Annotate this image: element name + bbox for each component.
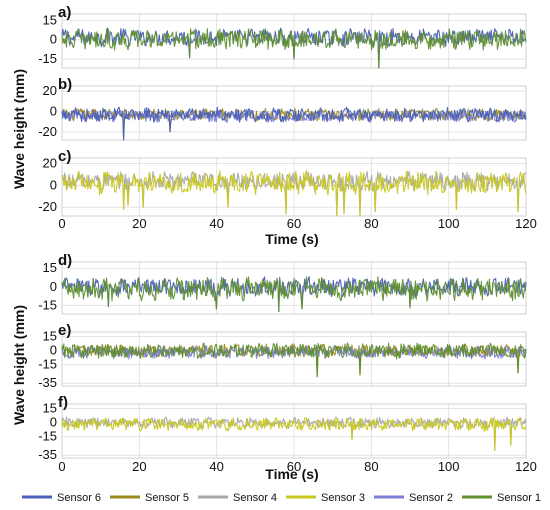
panel-letter: d) — [58, 252, 72, 269]
legend-item-sensor-2: Sensor 2 — [374, 492, 453, 504]
x-tick-label: 20 — [132, 216, 146, 231]
y-tick-label: 20 — [43, 155, 57, 170]
legend-label: Sensor 1 — [497, 492, 541, 504]
legend-label: Sensor 2 — [409, 492, 453, 504]
y-tick-label: -15 — [38, 51, 57, 66]
y-tick-label: -15 — [38, 357, 57, 372]
x-tick-label: 20 — [132, 459, 146, 474]
y-tick-label: 15 — [43, 260, 57, 275]
y-tick-label: -15 — [38, 429, 57, 444]
x-tick-label: 120 — [515, 216, 537, 231]
panels: 150-15a)200-20b)200-20c)0 20 40 60 80 100 1201… — [38, 4, 537, 474]
x-axis-label-top: Time (s) — [265, 231, 318, 247]
legend-label: Sensor 6 — [57, 492, 101, 504]
y-tick-label: -35 — [38, 375, 57, 390]
y-tick-label: 0 — [50, 415, 57, 430]
y-tick-label: 15 — [43, 12, 57, 27]
legend-item-sensor-1: Sensor 1 — [462, 492, 541, 504]
panel-letter: b) — [58, 76, 72, 93]
y-tick-label: -15 — [38, 297, 57, 312]
x-tick-label: 100 — [438, 216, 460, 231]
y-tick-label: 0 — [50, 177, 57, 192]
plot-frame — [61, 157, 527, 217]
y-tick-label: 0 — [50, 32, 57, 47]
series-sensor-1 — [61, 342, 527, 378]
series-sensor-6 — [61, 106, 527, 141]
x-tick-label: 80 — [364, 459, 378, 474]
y-tick-label: 20 — [43, 83, 57, 98]
panel-a: 15 0 -15 a) — [38, 4, 527, 69]
series-sensor-1 — [61, 28, 527, 69]
legend-item-sensor-5: Sensor 5 — [110, 492, 189, 504]
series-sensor-3 — [61, 170, 527, 217]
y-tick-label: -35 — [38, 447, 57, 462]
y-tick-label: -20 — [38, 124, 57, 139]
legend-item-sensor-6: Sensor 6 — [22, 492, 101, 504]
panel-letter: c) — [58, 148, 71, 165]
legend-item-sensor-4: Sensor 4 — [198, 492, 277, 504]
y-tick-label: 0 — [50, 343, 57, 358]
y-axis-label-top: Wave height (mm) — [11, 69, 27, 189]
y-tick-label: -20 — [38, 199, 57, 214]
panel-letter: f) — [58, 394, 68, 411]
x-tick-label: 60 — [287, 216, 301, 231]
x-tick-label: 80 — [364, 216, 378, 231]
legend-label: Sensor 3 — [321, 492, 365, 504]
plot-frame — [61, 403, 527, 459]
x-tick-label: 100 — [438, 459, 460, 474]
y-tick-label: 15 — [43, 401, 57, 416]
legend: Sensor 6 Sensor 5 Sensor 4 Sensor 3 Sensor 2… — [22, 492, 541, 504]
y-axis-label-bottom: Wave height (mm) — [11, 305, 27, 425]
legend-label: Sensor 5 — [145, 492, 189, 504]
x-tick-label: 40 — [209, 216, 223, 231]
y-tick-label: 0 — [50, 279, 57, 294]
x-tick-label: 40 — [209, 459, 223, 474]
x-tick-label: 0 — [58, 459, 65, 474]
panel-b: 20 0 -20 b) — [38, 76, 527, 141]
series-sensor-4 — [61, 416, 527, 452]
plot-frame — [61, 261, 527, 315]
panel-e: 150-15 -35 e) — [38, 322, 527, 390]
x-axis-label-bottom: Time (s) — [265, 466, 318, 482]
x-tick-label: 60 — [287, 459, 301, 474]
legend-item-sensor-3: Sensor 3 — [286, 492, 365, 504]
legend-label: Sensor 4 — [233, 492, 277, 504]
panel-letter: e) — [58, 322, 71, 339]
x-tick-label: 120 — [515, 459, 537, 474]
series-sensor-3 — [61, 417, 527, 452]
x-tick-label: 0 — [58, 216, 65, 231]
panel-d: 15 0 -15 d) — [38, 252, 527, 315]
y-tick-label: 0 — [50, 103, 57, 118]
series-sensor-6 — [61, 276, 527, 313]
panel-c: 200-20c)0 20 40 60 80 100 120 — [38, 148, 537, 231]
panel-letter: a) — [58, 4, 71, 21]
series-sensor-1 — [61, 276, 527, 313]
panel-f: 150-15-35f)0 20 40 60 80 100 120 — [38, 394, 537, 474]
y-tick-label: 15 — [43, 329, 57, 344]
plot-frame — [61, 331, 527, 387]
